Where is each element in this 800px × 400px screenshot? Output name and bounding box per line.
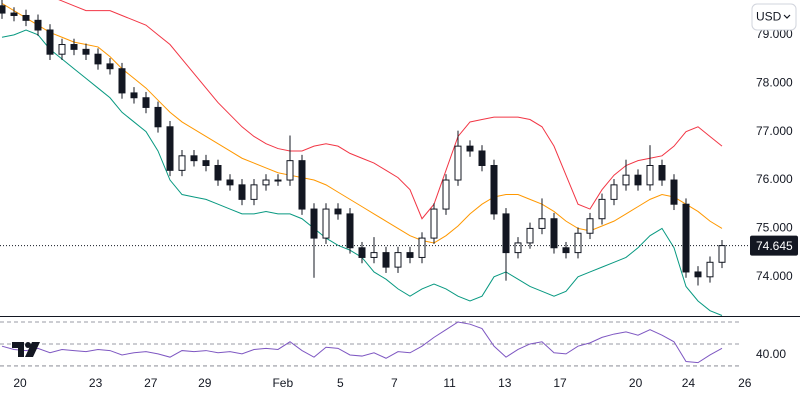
x-tick-label: 27 <box>144 376 158 390</box>
candle-body <box>58 44 66 55</box>
x-tick-label: 20 <box>629 376 643 390</box>
candle-body <box>130 92 138 99</box>
candle-body <box>526 227 534 244</box>
candle-body <box>118 68 126 94</box>
candle-body <box>298 160 306 210</box>
candle-body <box>82 48 90 55</box>
candle-body <box>34 19 42 31</box>
candle-body <box>646 165 654 186</box>
candle-body <box>586 218 594 234</box>
candle-body <box>358 247 366 258</box>
candle-body <box>682 203 690 273</box>
candle-body <box>622 174 630 186</box>
axes: 74.000 75.000 76.000 77.000 78.000 79.000 20 23… <box>13 27 798 390</box>
candle-body <box>274 179 282 182</box>
candle-body <box>694 271 702 278</box>
x-tick-label: Feb <box>272 376 293 390</box>
candle-body <box>22 14 30 21</box>
candle-body <box>310 208 318 239</box>
candle-body <box>214 165 222 181</box>
rsi-line <box>1 321 723 364</box>
candle-body <box>574 232 582 254</box>
candle-body <box>202 160 210 167</box>
candle-body <box>538 218 546 229</box>
candle-body <box>286 160 294 181</box>
x-tick-label: 20 <box>13 376 27 390</box>
x-tick-label: 26 <box>738 376 752 390</box>
candle-body <box>154 106 162 128</box>
rsi-pane <box>0 321 740 367</box>
chevron <box>783 14 791 19</box>
y-tick-label: 74.000 <box>756 269 793 283</box>
y-tick-label: 79.000 <box>756 27 793 41</box>
band-middle <box>1 2 723 244</box>
candle-body <box>322 208 330 239</box>
candle-body <box>334 208 342 215</box>
rsi-tick-label: 40.00 <box>756 347 786 361</box>
candle-body <box>706 261 714 278</box>
currency-button-frame[interactable] <box>751 3 797 31</box>
price-pane <box>0 0 748 316</box>
logo-part <box>25 342 40 357</box>
tradingview-logo <box>12 342 40 357</box>
candle-body <box>514 242 522 254</box>
candle-body <box>262 179 270 186</box>
candle-body <box>178 155 186 171</box>
candle-body <box>466 145 474 152</box>
y-tick-label: 78.000 <box>756 75 793 89</box>
candle-body <box>478 150 486 167</box>
band-upper <box>58 0 723 220</box>
candle-body <box>0 5 6 14</box>
last-price-label: 74.645 <box>756 239 793 253</box>
candle-body <box>94 53 102 65</box>
candle-body <box>250 184 258 200</box>
candle-body <box>502 213 510 254</box>
candle-body <box>382 252 390 268</box>
logo-part <box>25 342 31 348</box>
candle-body <box>370 252 378 258</box>
candle-body <box>190 155 198 162</box>
last-price-box <box>750 235 798 256</box>
candle-body <box>238 184 246 200</box>
candle-body <box>10 12 18 16</box>
y-tick-label: 75.000 <box>756 221 793 235</box>
x-tick-label: 24 <box>682 376 696 390</box>
candle-body <box>490 165 498 215</box>
candle-body <box>226 179 234 186</box>
candle-body <box>562 247 570 254</box>
candle-body <box>394 252 402 268</box>
currency-label[interactable]: USD <box>756 10 782 24</box>
y-tick-label: 77.000 <box>756 124 793 138</box>
y-tick-label: 76.000 <box>756 172 793 186</box>
x-tick-label: 11 <box>443 376 456 390</box>
candle-body <box>718 245 726 263</box>
x-tick-label: 17 <box>553 376 567 390</box>
candle-body <box>610 184 618 200</box>
x-tick-label: 23 <box>89 376 103 390</box>
candle-body <box>106 63 114 70</box>
candle-body <box>418 237 426 258</box>
candle-body <box>442 179 450 210</box>
x-tick-label: 7 <box>391 376 398 390</box>
candle-body <box>46 29 54 55</box>
candle-body <box>166 126 174 171</box>
x-tick-label: 29 <box>198 376 212 390</box>
candle-body <box>406 252 414 258</box>
x-tick-label: 5 <box>337 376 344 390</box>
candle-body <box>658 165 666 181</box>
candle-body <box>142 97 150 108</box>
x-tick-label: 13 <box>498 376 512 390</box>
candle-body <box>346 213 354 249</box>
currency-button[interactable]: USD <box>751 3 797 31</box>
candle-body <box>430 208 438 239</box>
candle-body <box>550 218 558 249</box>
candle-body <box>454 145 462 181</box>
candle-body <box>70 44 78 50</box>
logo-part <box>12 342 24 357</box>
candle-body <box>598 198 606 220</box>
candle-body <box>634 174 642 186</box>
candle-body <box>670 179 678 205</box>
